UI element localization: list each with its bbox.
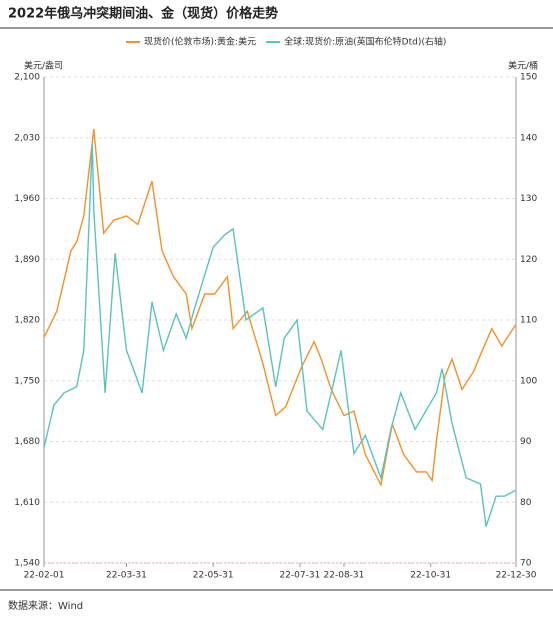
x-tick-label: 22-02-01 (24, 571, 65, 581)
chart-title: 2022年俄乌冲突期间油、金（现货）价格走势 (8, 6, 278, 22)
y2-tick-label: 100 (520, 376, 537, 386)
series-line (43, 143, 517, 527)
y2-tick-label: 70 (520, 559, 532, 569)
y2-tick-label: 140 (520, 133, 537, 143)
y-tick-label: 1,750 (14, 376, 40, 386)
y-tick-label: 2,030 (14, 133, 40, 143)
y2-tick-label: 80 (520, 498, 532, 508)
series-line (43, 129, 517, 488)
y-axis-label: 美元/盎司 (24, 60, 63, 72)
y2-tick-label: 90 (520, 437, 532, 447)
x-tick-label: 22-05-31 (193, 571, 234, 581)
x-tick-label: 22-07-31 (279, 571, 320, 581)
y-tick-label: 1,610 (14, 498, 40, 508)
y2-tick-label: 120 (520, 255, 537, 265)
y-tick-label: 2,100 (14, 73, 40, 83)
y2-axis-label: 美元/桶 (508, 60, 538, 72)
x-tick-label: 22-08-31 (324, 571, 365, 581)
x-tick-label: 22-03-31 (106, 571, 147, 581)
y2-tick-label: 130 (520, 194, 537, 204)
x-tick-label: 22-12-30 (496, 571, 537, 581)
legend-label: 全球:现货价:原油(英国布伦特Dtd)(右轴) (284, 36, 446, 48)
y-tick-label: 1,890 (14, 255, 40, 265)
y2-tick-label: 150 (520, 73, 537, 83)
y2-tick-label: 110 (520, 316, 537, 326)
source-note: 数据来源：Wind (8, 599, 83, 612)
y-tick-label: 1,540 (14, 559, 40, 569)
y-tick-label: 1,680 (14, 437, 40, 447)
y-tick-label: 1,820 (14, 316, 40, 326)
legend-label: 现货价(伦敦市场):黄金:美元 (144, 36, 256, 48)
x-tick-label: 22-10-31 (410, 571, 451, 581)
y-tick-label: 1,960 (14, 194, 40, 204)
